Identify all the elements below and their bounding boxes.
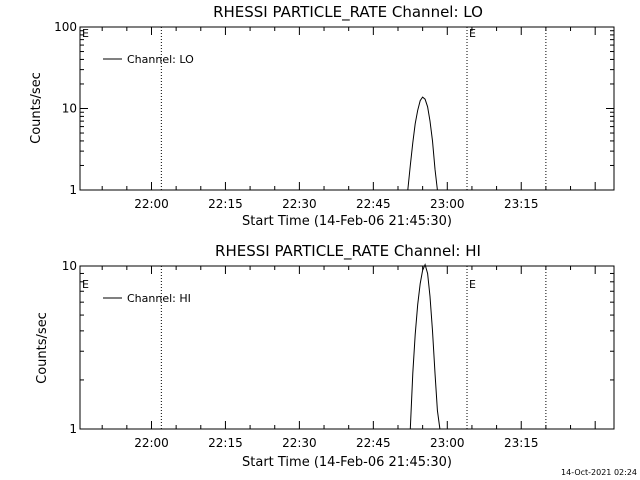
series-line-hi xyxy=(409,263,441,430)
x-tick-label: 22:00 xyxy=(134,436,169,450)
series-line-lo xyxy=(407,96,438,191)
x-tick-label: 22:15 xyxy=(208,197,243,211)
x-tick-label: 22:45 xyxy=(356,197,391,211)
x-axis-label: Start Time (14-Feb-06 21:45:30) xyxy=(242,214,452,229)
x-tick-label: 22:30 xyxy=(282,197,317,211)
y-axis-label: Counts/sec xyxy=(29,72,44,144)
y-tick-label: 100 xyxy=(54,20,77,34)
y-axis-label: Counts/sec xyxy=(35,312,50,384)
plot-frame xyxy=(79,26,615,191)
y-axis-ticks: 1 10 100 xyxy=(54,20,614,197)
x-axis-ticks: 22:00 22:15 22:30 22:45 23:00 23:15 xyxy=(101,27,596,211)
legend-entry: Channel: HI xyxy=(127,292,191,305)
corner-marker-label: E xyxy=(82,27,89,40)
time-markers: E xyxy=(160,266,547,429)
x-tick-label: 23:15 xyxy=(504,436,539,450)
x-tick-label: 22:45 xyxy=(356,436,391,450)
x-axis-label: Start Time (14-Feb-06 21:45:30) xyxy=(242,455,452,470)
time-markers: E xyxy=(160,27,547,190)
plot-frame xyxy=(79,265,615,430)
time-marker-label: E xyxy=(469,27,476,40)
corner-marker-label: E xyxy=(82,278,89,291)
x-tick-label: 22:15 xyxy=(208,436,243,450)
generation-timestamp: 14-Oct-2021 02:24 xyxy=(561,468,637,477)
chart-panel-hi: RHESSI PARTICLE_RATE Channel: HI 1 10 22:… xyxy=(35,242,615,470)
legend: Channel: HI xyxy=(103,292,191,305)
chart-panel-lo: RHESSI PARTICLE_RATE Channel: LO 110100 … xyxy=(29,3,615,229)
y-tick-label: 1 xyxy=(69,183,77,197)
y-axis-ticks: 1 10 xyxy=(62,259,614,436)
y-tick-label: 1 xyxy=(69,422,77,436)
y-tick-label: 10 xyxy=(62,102,77,116)
chart-title: RHESSI PARTICLE_RATE Channel: LO xyxy=(213,3,483,22)
x-tick-label: 22:00 xyxy=(134,197,169,211)
y-tick-label: 10 xyxy=(62,259,77,273)
legend-entry: Channel: LO xyxy=(127,53,194,66)
x-tick-label: 23:15 xyxy=(504,197,539,211)
x-tick-label: 23:00 xyxy=(430,436,465,450)
legend: Channel: LO xyxy=(103,53,194,66)
time-marker-label: E xyxy=(469,278,476,291)
x-tick-label: 23:00 xyxy=(430,197,465,211)
x-tick-label: 22:30 xyxy=(282,436,317,450)
chart-title: RHESSI PARTICLE_RATE Channel: HI xyxy=(215,242,481,261)
